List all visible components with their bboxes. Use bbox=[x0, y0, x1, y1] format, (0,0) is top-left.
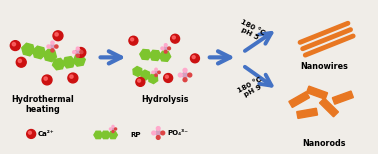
Circle shape bbox=[76, 48, 86, 57]
Circle shape bbox=[155, 74, 157, 77]
Circle shape bbox=[154, 71, 158, 74]
Circle shape bbox=[28, 131, 31, 134]
Circle shape bbox=[161, 131, 165, 135]
Circle shape bbox=[76, 54, 79, 57]
Circle shape bbox=[70, 75, 73, 78]
Polygon shape bbox=[73, 55, 85, 66]
Circle shape bbox=[55, 33, 58, 36]
Circle shape bbox=[152, 131, 155, 135]
Circle shape bbox=[168, 47, 170, 50]
Text: PO₄³⁻: PO₄³⁻ bbox=[167, 130, 188, 136]
Circle shape bbox=[156, 130, 161, 136]
Circle shape bbox=[112, 130, 114, 133]
Polygon shape bbox=[44, 49, 56, 62]
Polygon shape bbox=[141, 70, 150, 80]
Circle shape bbox=[183, 78, 187, 82]
Circle shape bbox=[16, 57, 26, 67]
Circle shape bbox=[18, 59, 22, 63]
Circle shape bbox=[68, 73, 78, 83]
Circle shape bbox=[166, 75, 168, 78]
Circle shape bbox=[51, 41, 54, 44]
Circle shape bbox=[131, 38, 134, 41]
Circle shape bbox=[164, 44, 167, 46]
Polygon shape bbox=[63, 57, 75, 68]
Text: Ca²⁺: Ca²⁺ bbox=[38, 131, 55, 137]
Circle shape bbox=[10, 41, 20, 51]
Circle shape bbox=[164, 50, 167, 53]
Circle shape bbox=[188, 73, 192, 77]
Polygon shape bbox=[133, 67, 142, 76]
Circle shape bbox=[138, 79, 141, 82]
Circle shape bbox=[156, 136, 160, 139]
Polygon shape bbox=[94, 131, 102, 139]
Circle shape bbox=[76, 47, 79, 50]
Circle shape bbox=[78, 49, 81, 53]
Circle shape bbox=[112, 128, 115, 130]
Circle shape bbox=[27, 130, 36, 138]
Circle shape bbox=[155, 68, 157, 71]
Text: Nanorods: Nanorods bbox=[302, 139, 346, 148]
Circle shape bbox=[136, 77, 145, 86]
Circle shape bbox=[115, 128, 117, 130]
Circle shape bbox=[109, 128, 112, 130]
Circle shape bbox=[183, 68, 187, 72]
Circle shape bbox=[47, 45, 50, 48]
Circle shape bbox=[156, 127, 160, 130]
Circle shape bbox=[191, 54, 200, 63]
Polygon shape bbox=[33, 46, 45, 59]
Circle shape bbox=[164, 47, 167, 50]
Polygon shape bbox=[149, 74, 158, 84]
Circle shape bbox=[164, 74, 173, 82]
Polygon shape bbox=[101, 131, 110, 139]
Text: 180 °C
pH 5: 180 °C pH 5 bbox=[237, 19, 266, 43]
Circle shape bbox=[42, 75, 52, 85]
Circle shape bbox=[44, 77, 47, 80]
Polygon shape bbox=[297, 108, 318, 118]
Circle shape bbox=[161, 47, 164, 50]
Circle shape bbox=[50, 44, 55, 49]
Circle shape bbox=[170, 34, 180, 43]
Circle shape bbox=[51, 49, 54, 52]
Circle shape bbox=[112, 125, 114, 128]
Polygon shape bbox=[319, 98, 338, 117]
Circle shape bbox=[129, 36, 138, 45]
Polygon shape bbox=[307, 86, 328, 99]
Polygon shape bbox=[160, 51, 171, 61]
Polygon shape bbox=[289, 92, 310, 107]
Polygon shape bbox=[53, 58, 65, 70]
Circle shape bbox=[12, 43, 15, 46]
Circle shape bbox=[55, 45, 58, 48]
Text: Nanowires: Nanowires bbox=[300, 62, 348, 71]
Polygon shape bbox=[22, 43, 34, 56]
Polygon shape bbox=[140, 49, 151, 60]
Polygon shape bbox=[332, 91, 353, 104]
Circle shape bbox=[172, 36, 175, 39]
Text: RP: RP bbox=[130, 132, 141, 138]
Text: 180 °C
pH 9: 180 °C pH 9 bbox=[237, 76, 266, 100]
Text: Hydrothermal
heating: Hydrothermal heating bbox=[12, 95, 74, 114]
Circle shape bbox=[73, 51, 76, 54]
Circle shape bbox=[158, 71, 160, 74]
Circle shape bbox=[178, 73, 182, 77]
Polygon shape bbox=[109, 131, 117, 139]
Polygon shape bbox=[150, 50, 161, 61]
Circle shape bbox=[53, 31, 63, 41]
Circle shape bbox=[182, 72, 188, 78]
Circle shape bbox=[80, 51, 83, 54]
Circle shape bbox=[152, 71, 154, 74]
Text: Hydrolysis: Hydrolysis bbox=[141, 95, 189, 104]
Circle shape bbox=[192, 56, 195, 59]
Circle shape bbox=[76, 50, 80, 54]
